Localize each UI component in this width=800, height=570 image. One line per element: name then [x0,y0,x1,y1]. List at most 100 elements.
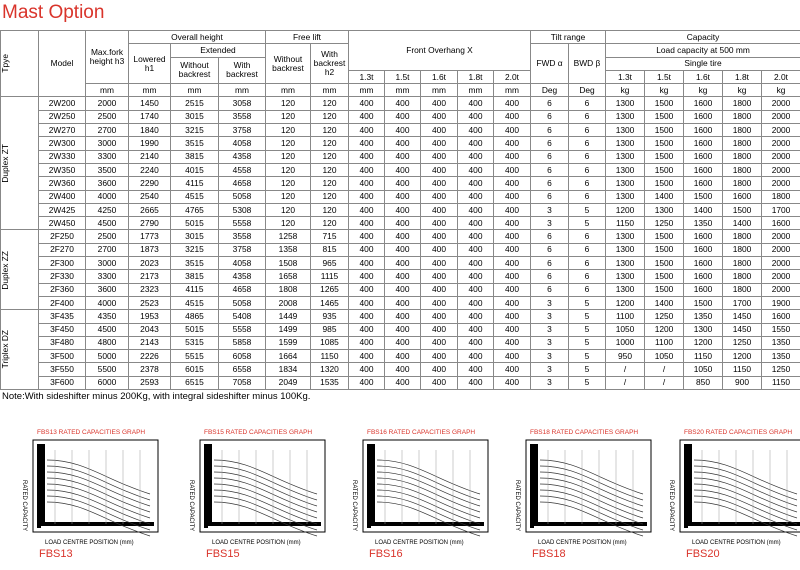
cell: 6 [530,176,569,191]
cell: 950 [605,349,646,364]
type-cell: Duplex ZT [0,96,39,231]
cell: 2F400 [38,295,86,311]
cell: 400 [384,149,421,164]
cell: 2540 [128,189,171,204]
graph-title: FBS18 RATED CAPACITIES GRAPH [530,429,638,436]
cell: 1500 [644,149,685,164]
cell: 400 [420,189,458,204]
graph-curve [46,459,151,495]
cell: 1800 [722,123,763,138]
cell: 400 [348,269,385,284]
cell: 6 [567,269,607,284]
graph-label: FBS16 [369,548,403,560]
cell: 1700 [761,202,800,218]
cell: 400 [348,309,385,324]
cell: 1600 [722,189,763,204]
cell: 5858 [218,335,266,351]
table-row: 3F480 4800 2143 5315 5858 1599 1085 400 400 400 40… [1,335,800,351]
cell: 1953 [128,309,171,324]
cell: 400 [384,176,421,191]
cell: 400 [493,189,531,204]
cell: 1300 [605,109,646,125]
cell: 1358 [265,242,311,258]
cell: 3 [530,362,569,377]
cell: 6 [530,162,569,178]
cell: 3 [530,295,569,311]
graph-curve [213,477,318,513]
cell: 400 [457,269,494,284]
cell: 2F330 [38,269,86,284]
cell: 400 [420,295,458,311]
cell: 400 [420,256,458,271]
header-cell: 1.8t [722,69,763,85]
cell: 2W360 [38,176,86,191]
cell: 1535 [310,375,349,391]
cell: 2000 [761,162,800,178]
unit-cell: kg [722,83,763,98]
cell: 400 [348,109,385,125]
cell: 3015 [170,229,219,244]
cell: 400 [420,109,458,125]
cell: 6 [567,123,607,138]
cell: 400 [493,96,531,111]
cell: 3F480 [38,335,86,351]
graph-title: FBS20 RATED CAPACITIES GRAPH [684,429,792,436]
type-cell: Triplex DZ [0,309,39,391]
cell: 5058 [218,189,266,204]
graph-curve [539,483,644,519]
cell: 2W350 [38,162,86,178]
graph-label: FBS13 [39,548,73,560]
cell: 2700 [85,123,129,138]
cell: 2F360 [38,282,86,297]
cell: 1150 [605,216,646,231]
graph-curve [693,483,798,519]
cell: 120 [265,136,311,151]
cell: 400 [384,282,421,297]
cell: 2000 [761,149,800,164]
table-row: 3F600 6000 2593 6515 7058 2049 1535 400 400 400 40… [1,375,800,391]
cell: 400 [420,375,458,391]
cell: 6 [567,136,607,151]
cell: 400 [348,136,385,151]
cell: 2000 [761,242,800,258]
cell: 400 [420,149,458,164]
cell: 1834 [265,362,311,377]
cell: 4865 [170,309,219,324]
cell: 120 [265,176,311,191]
cell: 400 [493,149,531,164]
graph-frame [530,444,647,528]
header-cell: Without backrest [265,43,311,85]
cell: 3300 [85,269,129,284]
unit-cell: mm [348,83,385,98]
cell: 1500 [644,136,685,151]
cell: 2700 [85,242,129,258]
cell: 7058 [218,375,266,391]
graphs: FBS13 RATED CAPACITIES GRAPH RATED CAPACI… [21,429,800,560]
unit-cell: kg [644,83,685,98]
cell: 1000 [605,335,646,351]
cell: 4515 [170,295,219,311]
cell: 1300 [605,282,646,297]
cell: 1300 [605,96,646,111]
cell: 3500 [85,162,129,178]
cell: 400 [420,123,458,138]
cell: 3600 [85,176,129,191]
cell: 4658 [218,176,266,191]
cell: 6 [567,189,607,204]
cell: 1773 [128,229,171,244]
cell: 4350 [85,309,129,324]
graph-curve [693,465,798,501]
cell: 6 [530,96,569,111]
cell: 1550 [761,322,800,337]
cell: 400 [420,202,458,218]
table-row: 2W250 2500 1740 3015 3558 120 120 400 400 400 400 4… [1,109,800,125]
graph-y-label: RATED CAPACITY [351,480,357,531]
cell: 1115 [310,269,349,284]
cell: 2000 [761,176,800,191]
graph-title: FBS13 RATED CAPACITIES GRAPH [37,429,145,436]
cell: 1800 [722,162,763,178]
cell: 400 [493,229,531,244]
cell: 400 [457,335,494,351]
cell: 400 [493,269,531,284]
header-cell: Extended [170,43,266,58]
